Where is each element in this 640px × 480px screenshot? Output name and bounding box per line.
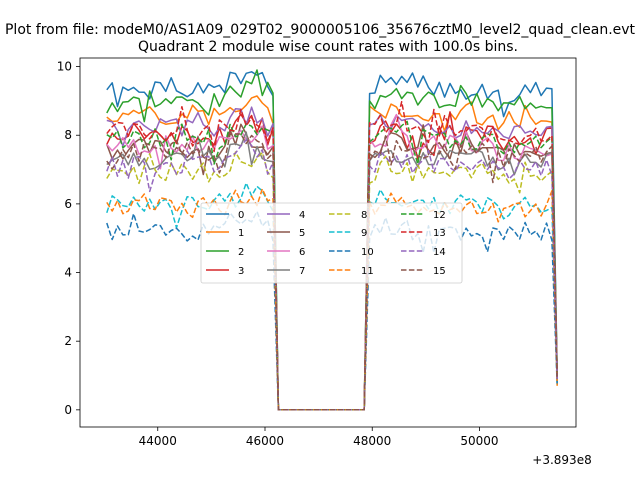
- legend-label-4: 4: [299, 210, 305, 221]
- y-axis: 0 2 4 6 8 10: [57, 60, 80, 417]
- series-line-15: [106, 133, 558, 411]
- y-tick-label: 2: [64, 334, 72, 348]
- y-tick-label: 10: [57, 60, 72, 74]
- chart-title: Quadrant 2 module wise count rates with …: [138, 39, 518, 55]
- y-tick-label: 6: [64, 197, 72, 211]
- legend-label-14: 14: [433, 247, 446, 258]
- legend-label-2: 2: [238, 247, 244, 258]
- legend-label-13: 13: [433, 228, 446, 239]
- legend-label-3: 3: [238, 266, 244, 277]
- legend-label-15: 15: [433, 266, 446, 277]
- y-tick-label: 8: [64, 128, 72, 142]
- legend-label-0: 0: [238, 210, 244, 221]
- figure-suptitle: Plot from file: modeM0/AS1A09_029T02_900…: [5, 22, 636, 38]
- x-axis: 44000 46000 48000 50000: [139, 427, 499, 448]
- x-tick-label: 50000: [460, 434, 498, 448]
- legend-label-9: 9: [361, 228, 367, 239]
- legend-label-5: 5: [299, 228, 305, 239]
- series-layer: [106, 69, 558, 411]
- legend-label-7: 7: [299, 266, 305, 277]
- y-tick-label: 4: [64, 266, 72, 280]
- series-line-9: [106, 182, 558, 411]
- series-line-10: [106, 210, 558, 411]
- legend-label-12: 12: [433, 210, 446, 221]
- x-tick-label: 46000: [246, 434, 284, 448]
- legend-label-1: 1: [238, 228, 244, 239]
- plot-frame: [79, 57, 577, 428]
- x-tick-label: 44000: [139, 434, 177, 448]
- legend-frame: [200, 202, 463, 284]
- legend-label-6: 6: [299, 247, 305, 258]
- x-offset-label: +3.893e8: [532, 453, 591, 467]
- x-tick-label: 48000: [353, 434, 391, 448]
- legend-label-10: 10: [361, 247, 374, 258]
- y-tick-label: 0: [64, 403, 72, 417]
- legend-label-8: 8: [361, 210, 367, 221]
- legend-label-11: 11: [361, 266, 374, 277]
